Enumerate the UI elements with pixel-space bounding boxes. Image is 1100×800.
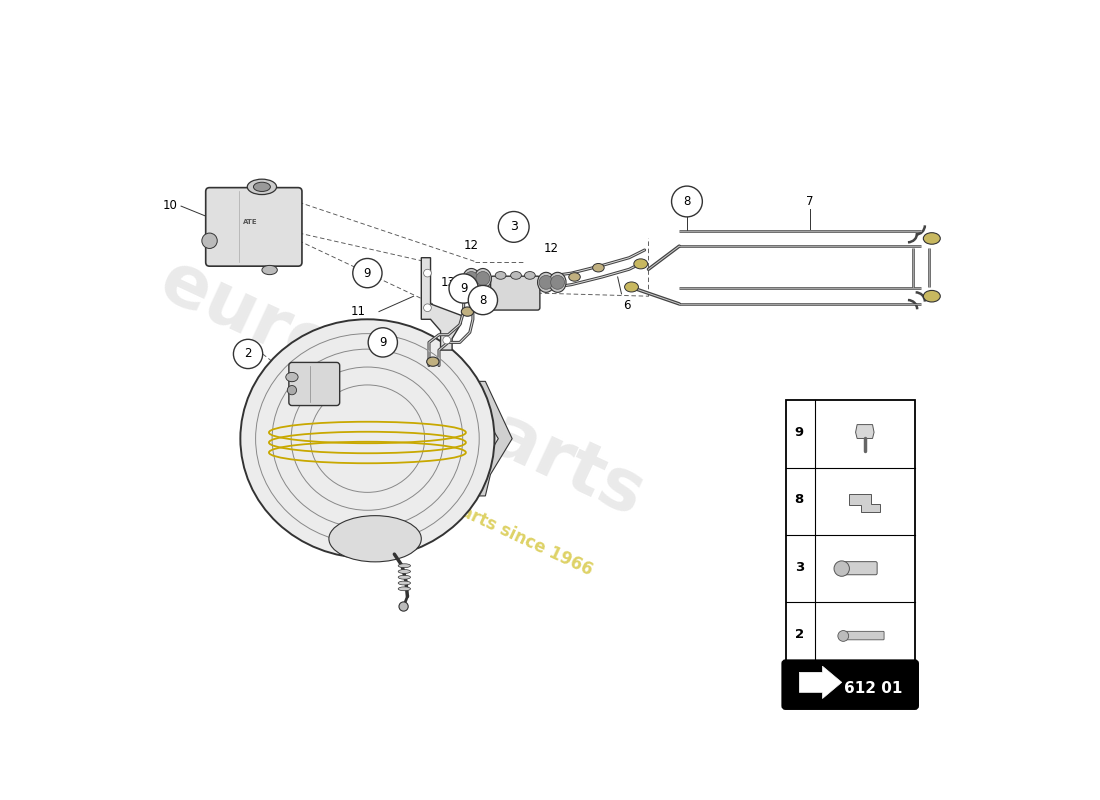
Ellipse shape bbox=[569, 273, 581, 281]
Text: 1: 1 bbox=[495, 421, 502, 434]
FancyBboxPatch shape bbox=[842, 562, 877, 574]
Text: 12: 12 bbox=[464, 238, 478, 251]
FancyBboxPatch shape bbox=[206, 188, 301, 266]
Text: 9: 9 bbox=[379, 336, 386, 349]
Text: 8: 8 bbox=[480, 294, 486, 306]
Ellipse shape bbox=[463, 269, 480, 289]
Circle shape bbox=[424, 304, 431, 312]
Polygon shape bbox=[800, 666, 842, 698]
Ellipse shape bbox=[510, 271, 521, 279]
Ellipse shape bbox=[286, 373, 298, 382]
Ellipse shape bbox=[262, 266, 277, 274]
Circle shape bbox=[551, 275, 564, 290]
Ellipse shape bbox=[495, 271, 506, 279]
Ellipse shape bbox=[398, 587, 410, 590]
Circle shape bbox=[838, 630, 849, 642]
Ellipse shape bbox=[248, 179, 276, 194]
Text: 612 01: 612 01 bbox=[845, 681, 903, 695]
Circle shape bbox=[498, 211, 529, 242]
FancyBboxPatch shape bbox=[289, 362, 340, 406]
Polygon shape bbox=[849, 494, 880, 512]
Text: 7: 7 bbox=[806, 194, 814, 208]
FancyBboxPatch shape bbox=[491, 276, 540, 310]
Circle shape bbox=[424, 270, 431, 277]
Ellipse shape bbox=[329, 516, 421, 562]
Text: 2: 2 bbox=[244, 347, 252, 361]
Polygon shape bbox=[421, 258, 461, 350]
Text: 11: 11 bbox=[351, 305, 366, 318]
Circle shape bbox=[202, 233, 218, 249]
Circle shape bbox=[233, 339, 263, 369]
Circle shape bbox=[353, 258, 382, 288]
FancyBboxPatch shape bbox=[843, 631, 884, 640]
Text: ATE: ATE bbox=[243, 218, 257, 225]
Ellipse shape bbox=[461, 307, 474, 316]
Circle shape bbox=[671, 186, 702, 217]
Polygon shape bbox=[472, 382, 513, 496]
Ellipse shape bbox=[398, 581, 410, 585]
Bar bbox=[785, 400, 915, 670]
Text: 9: 9 bbox=[364, 266, 371, 280]
Text: 5: 5 bbox=[404, 370, 411, 383]
Text: 8: 8 bbox=[683, 195, 691, 208]
Ellipse shape bbox=[538, 272, 554, 292]
Text: 12: 12 bbox=[543, 242, 559, 255]
Text: 6: 6 bbox=[623, 298, 630, 311]
Ellipse shape bbox=[625, 282, 638, 292]
Ellipse shape bbox=[240, 319, 495, 558]
Circle shape bbox=[539, 275, 553, 290]
Circle shape bbox=[443, 336, 451, 344]
Circle shape bbox=[464, 271, 478, 286]
Ellipse shape bbox=[427, 357, 439, 366]
Ellipse shape bbox=[549, 272, 566, 292]
Circle shape bbox=[476, 271, 490, 286]
Circle shape bbox=[469, 286, 497, 314]
Ellipse shape bbox=[398, 564, 410, 568]
Ellipse shape bbox=[593, 263, 604, 272]
Ellipse shape bbox=[923, 233, 940, 244]
Polygon shape bbox=[856, 425, 875, 438]
Ellipse shape bbox=[474, 269, 492, 289]
Ellipse shape bbox=[398, 575, 410, 579]
Text: 8: 8 bbox=[794, 494, 804, 506]
Circle shape bbox=[449, 274, 478, 303]
Text: eurocarparts: eurocarparts bbox=[148, 246, 656, 531]
Circle shape bbox=[399, 602, 408, 611]
Circle shape bbox=[834, 561, 849, 576]
Text: 9: 9 bbox=[795, 426, 804, 439]
Text: 3: 3 bbox=[794, 561, 804, 574]
Text: 9: 9 bbox=[460, 282, 467, 295]
Text: 10: 10 bbox=[163, 199, 177, 212]
FancyBboxPatch shape bbox=[782, 661, 917, 709]
Circle shape bbox=[287, 386, 297, 394]
Ellipse shape bbox=[398, 570, 410, 574]
Ellipse shape bbox=[923, 290, 940, 302]
Circle shape bbox=[287, 373, 297, 382]
Text: 13: 13 bbox=[441, 276, 456, 289]
Text: a passion for parts since 1966: a passion for parts since 1966 bbox=[332, 444, 595, 579]
Ellipse shape bbox=[634, 259, 648, 269]
Circle shape bbox=[368, 328, 397, 357]
Text: 3: 3 bbox=[509, 220, 518, 234]
Ellipse shape bbox=[253, 182, 271, 191]
Ellipse shape bbox=[525, 271, 536, 279]
Text: 2: 2 bbox=[795, 628, 804, 641]
